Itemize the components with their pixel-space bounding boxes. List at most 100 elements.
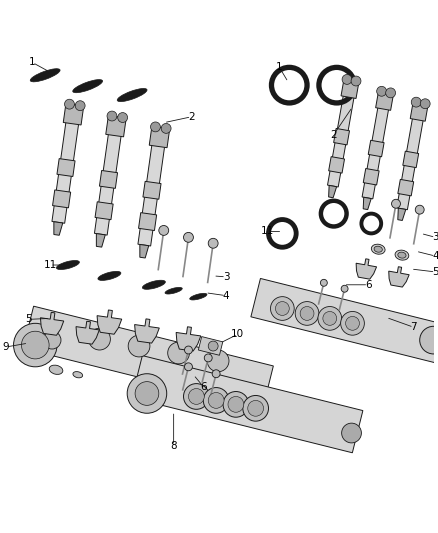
Ellipse shape — [398, 252, 406, 258]
Text: 11: 11 — [261, 227, 274, 237]
Circle shape — [271, 297, 294, 320]
Ellipse shape — [73, 372, 83, 378]
Text: 7: 7 — [410, 322, 417, 332]
Polygon shape — [389, 266, 409, 287]
Circle shape — [323, 311, 337, 325]
Circle shape — [107, 111, 117, 121]
Circle shape — [14, 324, 57, 367]
Bar — [198, 336, 223, 356]
Circle shape — [184, 232, 194, 243]
Ellipse shape — [49, 365, 63, 374]
Polygon shape — [132, 356, 363, 453]
Circle shape — [184, 346, 192, 354]
Circle shape — [118, 112, 127, 123]
Circle shape — [377, 86, 387, 96]
Circle shape — [223, 392, 249, 417]
Polygon shape — [363, 197, 371, 209]
Circle shape — [168, 342, 190, 364]
Polygon shape — [138, 127, 167, 246]
Circle shape — [208, 238, 218, 248]
Circle shape — [128, 335, 150, 357]
Ellipse shape — [57, 261, 79, 270]
Circle shape — [212, 370, 220, 378]
Text: 1: 1 — [29, 58, 35, 68]
Circle shape — [151, 122, 160, 132]
Circle shape — [411, 97, 421, 107]
Ellipse shape — [98, 271, 121, 280]
Polygon shape — [76, 321, 99, 344]
Circle shape — [208, 392, 224, 408]
Text: 9: 9 — [2, 342, 9, 352]
Polygon shape — [403, 151, 419, 167]
Circle shape — [188, 389, 204, 405]
Polygon shape — [176, 327, 201, 351]
Polygon shape — [363, 168, 379, 185]
Polygon shape — [63, 104, 84, 125]
Polygon shape — [54, 222, 63, 235]
Polygon shape — [99, 171, 117, 188]
Circle shape — [341, 311, 364, 335]
Text: 5: 5 — [25, 314, 32, 325]
Ellipse shape — [190, 293, 207, 300]
Circle shape — [208, 341, 218, 351]
Circle shape — [346, 317, 360, 330]
Circle shape — [88, 328, 110, 350]
Text: 2: 2 — [330, 130, 337, 140]
Ellipse shape — [371, 244, 385, 254]
Polygon shape — [368, 140, 384, 157]
Polygon shape — [57, 159, 75, 176]
Polygon shape — [96, 233, 105, 247]
Circle shape — [342, 75, 352, 84]
Circle shape — [64, 99, 74, 109]
Circle shape — [318, 306, 342, 330]
Polygon shape — [53, 190, 71, 208]
Circle shape — [127, 374, 167, 413]
Circle shape — [295, 302, 319, 325]
Polygon shape — [23, 306, 273, 408]
Circle shape — [320, 279, 327, 286]
Circle shape — [420, 99, 430, 109]
Polygon shape — [334, 128, 350, 145]
Text: 6: 6 — [200, 382, 207, 392]
Circle shape — [184, 384, 209, 409]
Text: 8: 8 — [170, 441, 177, 451]
Ellipse shape — [374, 246, 382, 252]
Polygon shape — [134, 319, 159, 343]
Circle shape — [248, 400, 264, 416]
Polygon shape — [376, 91, 394, 110]
Circle shape — [184, 363, 192, 371]
Circle shape — [415, 205, 424, 214]
Circle shape — [342, 423, 361, 443]
Circle shape — [161, 124, 171, 133]
Circle shape — [420, 326, 438, 354]
Text: 4: 4 — [432, 251, 438, 261]
Polygon shape — [398, 180, 414, 196]
Circle shape — [228, 397, 244, 412]
Text: 3: 3 — [223, 272, 230, 282]
Polygon shape — [140, 245, 149, 258]
Polygon shape — [362, 91, 392, 199]
Polygon shape — [106, 116, 126, 137]
Polygon shape — [149, 126, 170, 148]
Circle shape — [159, 225, 169, 236]
Polygon shape — [397, 102, 426, 209]
Text: 1: 1 — [276, 62, 283, 72]
Circle shape — [75, 101, 85, 111]
Text: 6: 6 — [365, 280, 371, 290]
Circle shape — [43, 331, 61, 349]
Ellipse shape — [117, 88, 147, 102]
Polygon shape — [251, 278, 438, 364]
Polygon shape — [95, 116, 124, 235]
Polygon shape — [143, 181, 161, 199]
Polygon shape — [138, 213, 157, 231]
Polygon shape — [328, 185, 337, 198]
Polygon shape — [328, 79, 357, 187]
Text: 2: 2 — [188, 112, 195, 122]
Text: 11: 11 — [43, 260, 57, 270]
Ellipse shape — [165, 287, 182, 294]
Polygon shape — [341, 79, 359, 99]
Circle shape — [386, 88, 396, 98]
Ellipse shape — [395, 250, 409, 260]
Text: 3: 3 — [432, 232, 438, 243]
Polygon shape — [95, 202, 113, 220]
